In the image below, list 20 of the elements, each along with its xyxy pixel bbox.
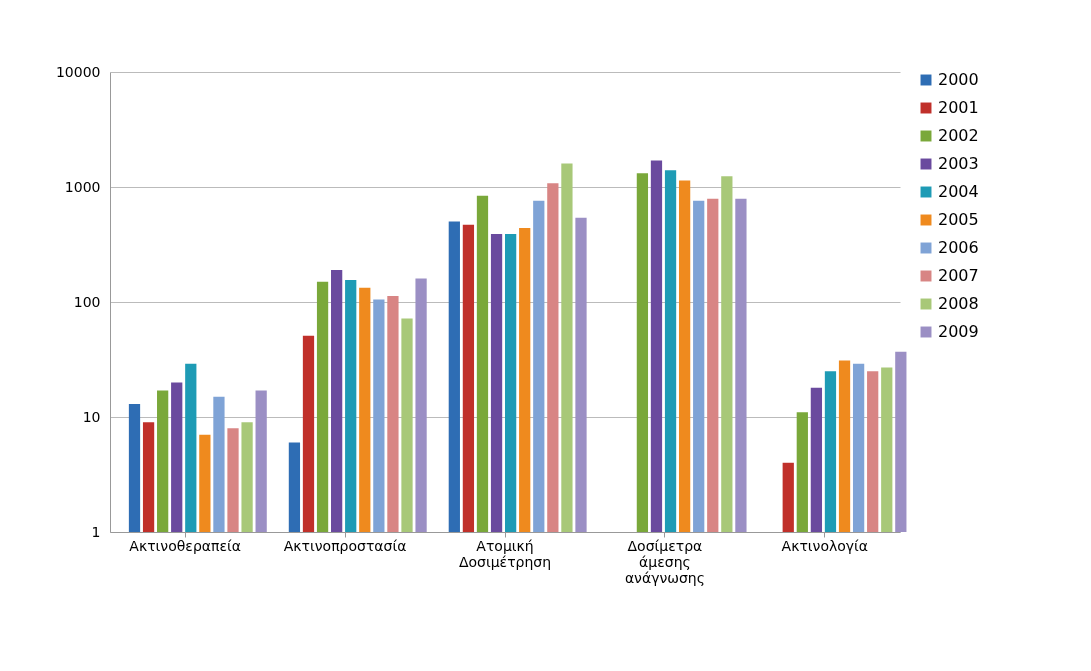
y-tick-label: 10 xyxy=(82,408,101,425)
legend-label: 2003 xyxy=(938,154,979,173)
legend-label: 2009 xyxy=(938,322,979,341)
x-tick-label: Ακτινοπροστασία xyxy=(283,537,407,554)
y-tick-label: 1000 xyxy=(64,178,101,195)
legend-label: 2008 xyxy=(938,294,979,313)
legend-label: 2001 xyxy=(938,98,979,117)
x-tick-label: Ακτινολογία xyxy=(781,537,869,554)
legend-label: 2006 xyxy=(938,238,979,257)
legend-label: 2000 xyxy=(938,70,979,89)
y-tick-label: 10000 xyxy=(55,63,101,80)
y-tick-label: 1 xyxy=(91,523,101,540)
legend-label: 2004 xyxy=(938,182,979,201)
x-tick-label: Ατομική Δοσιμέτρηση xyxy=(458,537,552,570)
x-tick-label: Ακτινοθεραπεία xyxy=(129,537,241,554)
legend-label: 2005 xyxy=(938,210,979,229)
legend-label: 2002 xyxy=(938,126,979,145)
legend-label: 2007 xyxy=(938,266,979,285)
x-tick-label: Δοσίμετρα άμεσης ανάγνωσης xyxy=(624,537,705,586)
y-tick-label: 100 xyxy=(73,293,101,310)
